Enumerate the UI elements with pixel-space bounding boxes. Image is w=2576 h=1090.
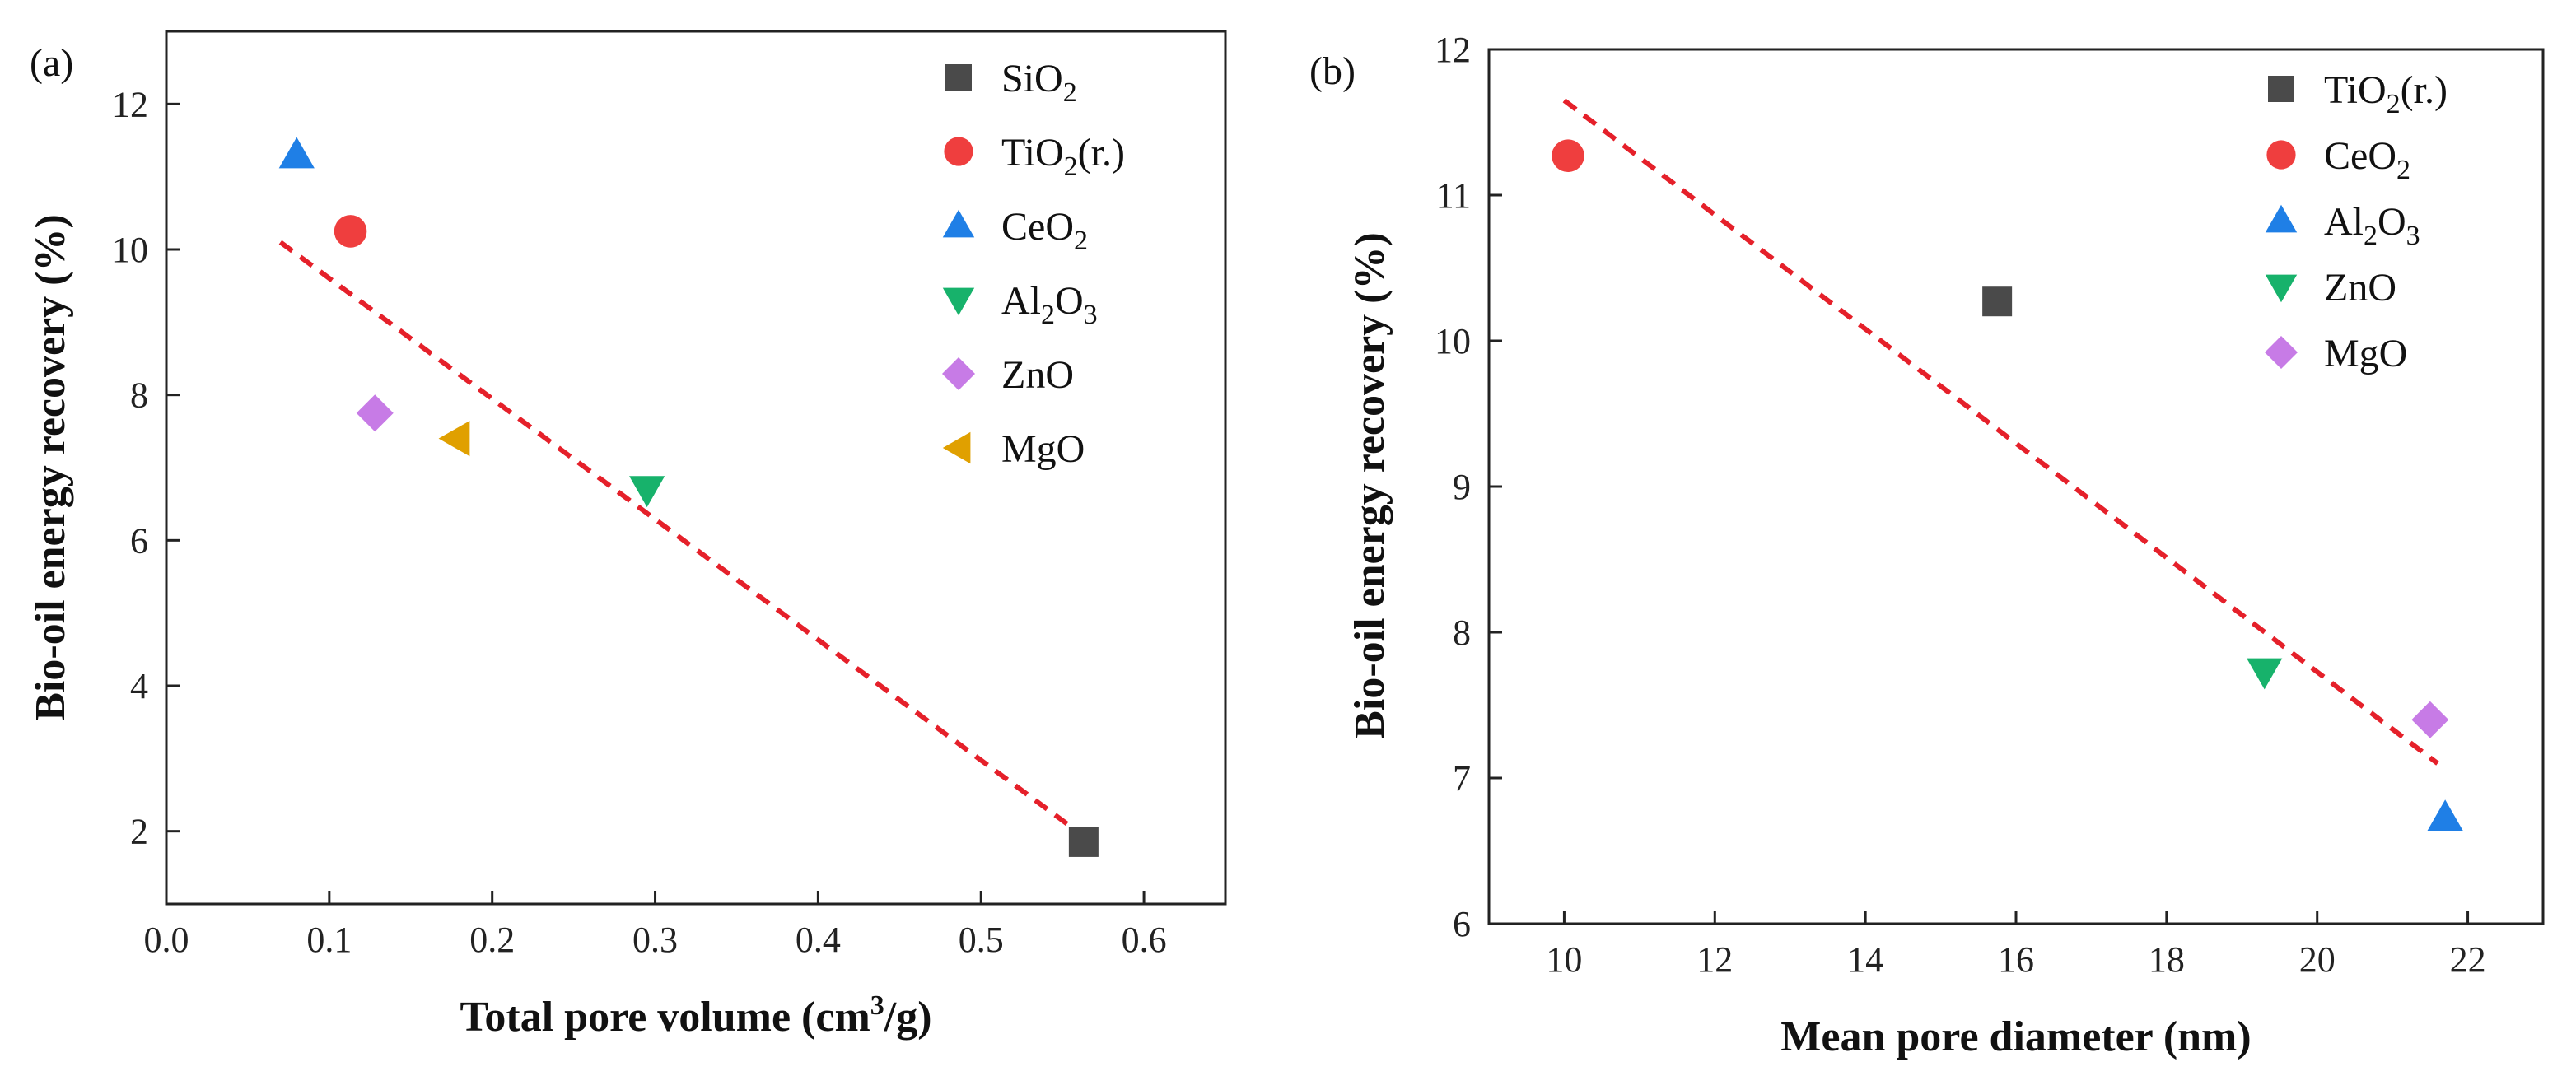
y-tick-label: 12: [1435, 30, 1471, 70]
legend-marker-tio2-r: [944, 137, 973, 166]
panel-b-legend: TiO2(r.) CeO2 Al2O3 ZnO MgO: [2265, 68, 2448, 375]
legend-label-tio2-r: TiO2(r.): [1001, 131, 1125, 182]
x-tick-label: 18: [2149, 939, 2185, 980]
panel-b-fit-line-group: [1562, 98, 2439, 766]
y-tick-label: 6: [130, 520, 148, 561]
legend-label-tio2-r: TiO2(r.): [2324, 68, 2448, 119]
x-tick-label: 0.2: [469, 920, 515, 960]
panel-b-x-axis-title: Mean pore diameter (nm): [1780, 1013, 2251, 1060]
legend-label-al2o3: Al2O3: [2324, 200, 2420, 251]
point-ceo2: [278, 137, 315, 169]
panel-a-plot-frame: [165, 30, 1227, 906]
panel-a-legend: SiO2 TiO2(r.) CeO2 Al2O3 ZnO MgO: [942, 57, 1125, 471]
y-tick-label: 10: [1435, 321, 1471, 361]
legend-label-al2o3: Al2O3: [1001, 279, 1098, 330]
y-tick-label: 2: [130, 812, 148, 852]
point-mgo: [438, 421, 470, 457]
legend-label-zno: ZnO: [2324, 266, 2396, 310]
y-tick-label: 7: [1453, 758, 1471, 799]
legend-marker-mgo: [942, 431, 971, 464]
y-tick-label: 12: [112, 84, 148, 124]
panel-a-y-ticks: 2 4 6 8 10 12: [112, 84, 180, 852]
panel-a-points: [278, 137, 1099, 857]
legend-label-mgo: MgO: [2324, 332, 2407, 375]
x-tick-label: 22: [2450, 939, 2486, 980]
legend-marker-tio2-r: [2268, 76, 2294, 102]
legend-marker-ceo2: [2266, 140, 2296, 170]
legend-marker-ceo2: [942, 209, 975, 238]
panel-a-x-axis-title: Total pore volume (cm3/g): [460, 990, 931, 1041]
legend-marker-zno: [2265, 274, 2298, 303]
point-zno: [2247, 658, 2283, 690]
x-tick-label: 20: [2299, 939, 2336, 980]
x-tick-label: 12: [1696, 939, 1733, 980]
panel-a-x-ticks: 0.0 0.1 0.2 0.3 0.4 0.5 0.6: [144, 891, 1167, 960]
legend-label-ceo2: CeO2: [1001, 205, 1088, 256]
legend-label-sio2: SiO2: [1001, 57, 1077, 108]
legend-marker-zno: [942, 357, 975, 390]
x-tick-label: 0.1: [306, 920, 352, 960]
point-tio2-r: [1982, 286, 2013, 317]
legend-marker-sio2: [945, 64, 972, 91]
legend-marker-al2o3: [2265, 204, 2298, 233]
y-tick-label: 6: [1453, 904, 1471, 944]
x-tick-label: 0.4: [796, 920, 841, 960]
panel-b-plot-frame: [1487, 48, 2545, 925]
y-tick-label: 9: [1453, 467, 1471, 507]
panel-b-x-ticks: 10 12 14 16 18 20 22: [1546, 911, 2486, 980]
x-tick-label: 14: [1847, 939, 1883, 980]
point-ceo2: [1552, 139, 1584, 173]
point-mgo: [2411, 701, 2449, 738]
legend-marker-al2o3: [942, 287, 975, 316]
legend-label-mgo: MgO: [1001, 427, 1085, 471]
point-sio2: [1068, 827, 1099, 857]
fit-line: [278, 240, 1089, 841]
panel-b: (b) 6 7 8 9 10 11 12 10 12 14 16 18 20 22 TiO2(r.) Ce…: [1309, 30, 2545, 1060]
panel-b-y-ticks: 6 7 8 9 10 11 12: [1435, 30, 1502, 944]
y-tick-label: 10: [112, 230, 148, 270]
panel-a: (a) 2 4 6 8 10 12 0.0 0.1 0.2 0.3 0.4 0.5 0.6 SiO2 T…: [27, 30, 1227, 1041]
x-tick-label: 10: [1546, 939, 1582, 980]
x-tick-label: 0.3: [632, 920, 678, 960]
legend-label-zno: ZnO: [1001, 353, 1074, 397]
legend-marker-mgo: [2265, 336, 2298, 369]
point-tio2-r: [334, 215, 367, 248]
legend-label-ceo2: CeO2: [2324, 134, 2410, 185]
point-al2o3: [2427, 799, 2463, 831]
panel-a-label: (a): [30, 41, 73, 85]
panel-b-label: (b): [1309, 49, 1356, 93]
fit-line: [1562, 98, 2439, 766]
x-tick-label: 0.0: [144, 920, 189, 960]
y-tick-label: 8: [1453, 613, 1471, 653]
point-al2o3: [629, 476, 665, 508]
panel-a-fit-line-group: [278, 240, 1089, 841]
x-tick-label: 0.5: [959, 920, 1004, 960]
panel-a-y-axis-title: Bio-oil energy recovery (%): [27, 214, 74, 721]
panel-b-points: [1552, 139, 2463, 831]
y-tick-label: 11: [1436, 175, 1471, 216]
x-tick-label: 16: [1998, 939, 2034, 980]
point-zno: [356, 394, 394, 432]
y-tick-label: 4: [130, 666, 148, 706]
x-tick-label: 0.6: [1122, 920, 1167, 960]
panel-b-y-axis-title: Bio-oil energy recovery (%): [1346, 232, 1393, 739]
y-tick-label: 8: [130, 375, 148, 416]
